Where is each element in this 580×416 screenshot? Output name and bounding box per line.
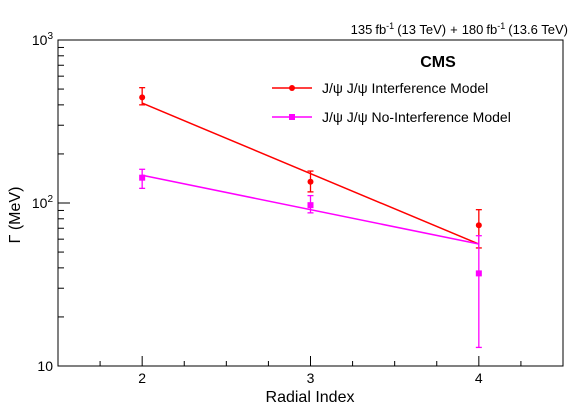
legend: CMS J/ψ J/ψ Interference Model J/ψ J/ψ N… bbox=[272, 54, 511, 125]
lumi-plus: + bbox=[450, 22, 458, 37]
axes: 2 3 4 10 102 103 bbox=[32, 31, 564, 386]
y-axis-label: Γ (MeV) bbox=[7, 187, 24, 244]
energy1: (13 TeV) bbox=[397, 22, 446, 37]
legend-marker-no-interference bbox=[289, 114, 295, 120]
series-no-interference bbox=[139, 168, 482, 349]
data-point bbox=[307, 178, 314, 185]
data-point bbox=[475, 270, 482, 277]
lumi2-value: 180 bbox=[462, 22, 484, 37]
energy2: (13.6 TeV) bbox=[508, 22, 568, 37]
data-point bbox=[139, 174, 146, 181]
y-tick-label: 102 bbox=[32, 194, 54, 211]
legend-label-no-interference: J/ψ J/ψ No-Interference Model bbox=[322, 109, 511, 125]
x-tick-label: 3 bbox=[307, 370, 315, 386]
lumi1-sup: -1 bbox=[386, 21, 394, 31]
legend-marker-interference bbox=[289, 85, 295, 91]
experiment-label: CMS bbox=[420, 54, 456, 71]
lumi2-unit: fb bbox=[486, 22, 497, 37]
y-tick-label: 10 bbox=[37, 358, 53, 374]
lumi1-value: 135 bbox=[351, 22, 373, 37]
series-layer bbox=[139, 87, 482, 349]
data-point bbox=[475, 222, 482, 229]
x-tick-label: 2 bbox=[138, 370, 146, 386]
lumi2-sup: -1 bbox=[497, 21, 505, 31]
legend-label-interference: J/ψ J/ψ Interference Model bbox=[322, 80, 488, 96]
y-tick-label: 103 bbox=[32, 31, 54, 48]
lumi1-unit: fb bbox=[375, 22, 386, 37]
luminosity-label: 135 fb-1 (13 TeV) +180 fb-1 (13.6 TeV) bbox=[351, 21, 568, 37]
x-tick-label: 4 bbox=[475, 370, 483, 386]
data-point bbox=[139, 94, 146, 101]
x-axis-label: Radial Index bbox=[266, 389, 355, 406]
data-point bbox=[307, 202, 314, 209]
